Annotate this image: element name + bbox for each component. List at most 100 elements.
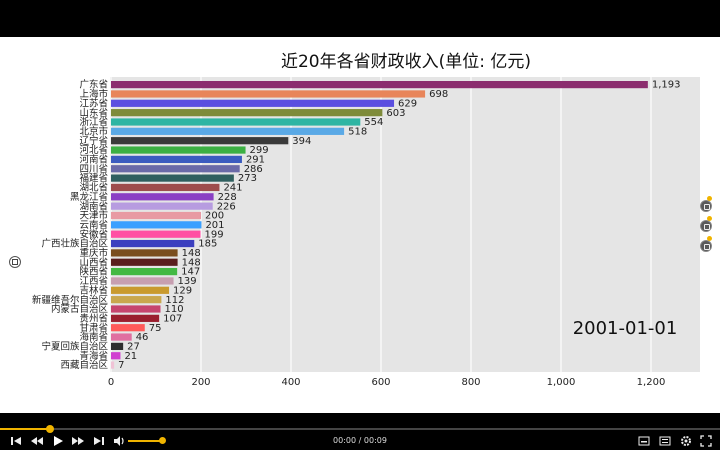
bar (111, 249, 178, 257)
volume-knob[interactable] (159, 437, 167, 444)
bar (111, 333, 132, 341)
progress-track[interactable] (0, 428, 720, 430)
bar (111, 277, 174, 285)
date-label: 2001-01-01 (573, 318, 678, 339)
value-label: 228 (218, 192, 237, 203)
player-controls: 00:00 / 00:09 (0, 413, 720, 450)
bar (111, 99, 395, 107)
category-label: 黑龙江省 (70, 191, 108, 203)
skip-forward-icon[interactable] (93, 435, 105, 447)
side-button-3-badge (707, 236, 712, 241)
x-tick-label: 1,000 (547, 377, 576, 388)
bar (111, 286, 170, 294)
category-label: 云南省 (79, 219, 108, 231)
category-label: 江苏省 (79, 97, 108, 109)
category-label: 新疆维吾尔自治区 (32, 294, 109, 306)
value-label: 75 (149, 323, 162, 334)
category-label: 河南省 (79, 154, 108, 166)
value-label: 112 (165, 295, 184, 306)
bar (111, 202, 213, 210)
x-tick-label: 800 (461, 377, 480, 388)
bar (111, 137, 289, 145)
plot-background (110, 77, 700, 372)
category-label: 福建省 (79, 172, 108, 184)
rewind-icon[interactable] (31, 435, 43, 447)
value-label: 394 (292, 136, 311, 147)
value-label: 107 (163, 313, 182, 324)
bar (111, 258, 178, 266)
playlist-icon[interactable] (659, 435, 671, 447)
progress-fill (0, 428, 51, 430)
volume-icon[interactable] (113, 435, 125, 447)
video-frame: 广东省 1,193 上海市 698 江苏省 629 山东省 603 浙江省 554 北京市 518 辽宁… (0, 37, 720, 413)
category-label: 广西壮族自治区 (41, 238, 108, 250)
value-label: 226 (217, 201, 236, 212)
side-button-3-icon[interactable] (700, 240, 712, 252)
category-label: 重庆市 (79, 247, 108, 259)
left-side-icon[interactable] (9, 256, 21, 268)
value-label: 46 (136, 332, 149, 343)
category-label: 内蒙古自治区 (51, 303, 109, 315)
category-label: 山东省 (79, 107, 108, 119)
category-label: 四川省 (79, 163, 108, 175)
category-label: 江西省 (79, 275, 108, 287)
bar (111, 314, 160, 322)
category-label: 甘肃省 (79, 322, 108, 334)
progress-knob[interactable] (46, 425, 55, 433)
value-label: 603 (386, 108, 405, 119)
value-label: 200 (205, 211, 224, 222)
value-label: 139 (178, 276, 197, 287)
bar (111, 342, 124, 350)
bar (111, 165, 240, 173)
value-label: 21 (124, 351, 137, 362)
fullscreen-icon[interactable] (700, 435, 712, 447)
value-label: 286 (244, 164, 263, 175)
category-label: 陕西省 (79, 266, 108, 278)
value-label: 147 (181, 267, 200, 278)
side-button-1-icon[interactable] (700, 200, 712, 212)
category-label: 山西省 (79, 256, 108, 268)
bar (111, 193, 214, 201)
value-label: 629 (398, 98, 417, 109)
chart-title: 近20年各省财政收入(单位: 亿元) (281, 52, 531, 72)
x-tick-label: 0 (108, 377, 114, 388)
volume-slider[interactable] (128, 440, 163, 442)
bar (111, 230, 201, 238)
subtitle-icon[interactable] (638, 435, 650, 447)
category-label: 安徽省 (79, 228, 108, 240)
value-label: 299 (250, 145, 269, 156)
value-label: 148 (182, 257, 201, 268)
skip-back-icon[interactable] (10, 435, 22, 447)
category-label: 河北省 (79, 144, 108, 156)
value-label: 554 (364, 117, 383, 128)
category-label: 辽宁省 (79, 135, 108, 147)
value-label: 201 (205, 220, 224, 231)
value-label: 1,193 (652, 80, 681, 91)
category-label: 吉林省 (79, 284, 108, 296)
bar (111, 109, 383, 117)
x-tick-label: 400 (281, 377, 300, 388)
bar (111, 81, 648, 89)
category-label: 上海市 (79, 88, 108, 100)
bar (111, 221, 202, 229)
category-label: 西藏自治区 (60, 359, 108, 371)
fast-forward-icon[interactable] (72, 435, 84, 447)
bar (111, 361, 115, 369)
bar (111, 324, 145, 332)
bar (111, 127, 345, 135)
value-label: 129 (173, 285, 192, 296)
category-label: 广东省 (79, 79, 108, 91)
settings-icon[interactable] (680, 435, 692, 447)
bar (111, 146, 246, 154)
bar (111, 268, 178, 276)
play-icon[interactable] (52, 435, 64, 447)
value-label: 273 (238, 173, 257, 184)
category-label: 贵州省 (79, 312, 108, 324)
bar (111, 90, 426, 98)
bar-chart-race: 广东省 1,193 上海市 698 江苏省 629 山东省 603 浙江省 554 北京市 518 辽宁… (32, 52, 700, 388)
side-button-2-icon[interactable] (700, 220, 712, 232)
value-label: 199 (205, 229, 224, 240)
x-tick-label: 200 (191, 377, 210, 388)
category-label: 宁夏回族自治区 (41, 341, 108, 353)
side-button-1-badge (707, 196, 712, 201)
